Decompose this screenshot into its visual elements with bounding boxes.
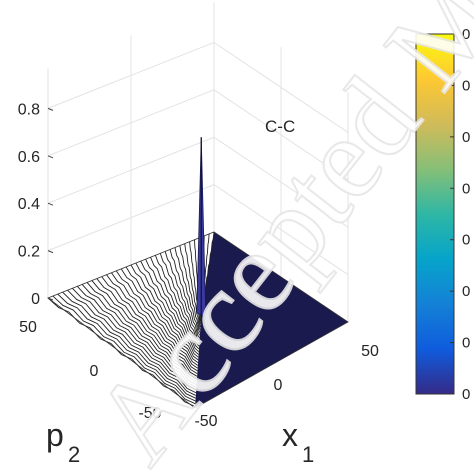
- floor-mesh-line: [72, 287, 197, 394]
- p2-tick-label: 0: [90, 363, 99, 380]
- surface-floor: [47, 231, 349, 409]
- floor-mesh-line: [62, 291, 196, 399]
- y-axis-label-sub: 1: [302, 442, 314, 467]
- floor-mesh-line: [47, 297, 196, 407]
- watermark: Accepted Manuscript: [66, 0, 474, 474]
- colorbar: 0 0 0 0 0 0 0 0: [415, 26, 470, 403]
- floor-mesh-line: [106, 274, 198, 374]
- annotation-label: C-C: [265, 117, 295, 136]
- y-axis-label-main: x: [282, 417, 298, 453]
- floor-mesh-line: [159, 253, 200, 344]
- floor-mesh-line: [184, 243, 201, 330]
- z-tick-mark: [47, 297, 54, 301]
- floor-mesh-line: [125, 266, 199, 363]
- grid-z-level-1: [47, 184, 349, 276]
- grid-z-level-3: [47, 89, 349, 181]
- floor-mesh-line: [67, 289, 196, 396]
- floor-mesh-line: [81, 284, 197, 388]
- x1-tick-label: 50: [361, 343, 379, 360]
- floor-mesh-line: [169, 249, 200, 339]
- grid-z-level-2: [47, 136, 349, 228]
- floor-mesh-line: [101, 276, 198, 377]
- z-tick-label: 0.2: [18, 244, 40, 261]
- x-axis-label-sub: 2: [68, 442, 80, 467]
- colorbar-tick-label: 0: [462, 77, 470, 94]
- colorbar-gradient: [415, 33, 455, 395]
- x1-tick-label: 0: [274, 377, 283, 394]
- colorbar-tick-label: 0: [462, 283, 470, 300]
- x1-tick-label: -50: [194, 413, 217, 430]
- floor-mesh-line: [120, 268, 199, 366]
- colorbar-tick-label: 0: [462, 180, 470, 197]
- z-tick-mark: [47, 107, 54, 111]
- floor-mesh-line: [91, 280, 197, 383]
- colorbar-tick-label: 0: [462, 386, 470, 403]
- floor-mesh-line: [86, 282, 197, 385]
- colorbar-tick-label: 0: [462, 129, 470, 146]
- floor-mesh-line: [135, 262, 199, 358]
- floor-mesh-line: [111, 272, 198, 372]
- z-tick-label: 0: [31, 291, 40, 308]
- floor-outline: [47, 231, 349, 409]
- z-tick-label: 0.4: [18, 196, 40, 213]
- floor-mesh-line: [130, 264, 199, 361]
- colorbar-tick-label: 0: [462, 335, 470, 352]
- floor-mesh-line: [179, 245, 201, 333]
- peak-spike: [196, 137, 207, 318]
- floor-mesh-line: [57, 293, 196, 402]
- floor-mesh-line: [145, 258, 199, 353]
- x-axis-label: p 2: [46, 417, 80, 467]
- p2-tick-label: -50: [138, 405, 161, 422]
- floor-mesh-line: [140, 260, 199, 355]
- y-axis-label: x 1: [282, 417, 314, 467]
- floor-mesh-line: [76, 286, 197, 391]
- floor-mesh-line: [96, 278, 198, 380]
- z-tick-mark: [47, 202, 54, 206]
- axes-labels: C-C p 2 x 1: [46, 117, 314, 467]
- colorbar-tick-label: 0: [462, 26, 470, 43]
- x1-axis-ticks: 50 0 -50: [194, 343, 379, 430]
- colorbar-ticks: 0 0 0 0 0 0 0 0: [450, 26, 470, 403]
- z-tick-label: 0.8: [18, 101, 40, 118]
- p2-tick-label: 50: [19, 319, 37, 336]
- floor-mesh-line: [174, 247, 201, 336]
- x-axis-label-main: p: [46, 417, 64, 453]
- z-tick-label: 0.6: [18, 149, 40, 166]
- floor-dark-region: [195, 232, 348, 408]
- floor-mesh-line: [150, 257, 200, 350]
- floor-mesh-line: [154, 255, 200, 347]
- p2-axis-ticks: 50 0 -50: [19, 319, 162, 422]
- colorbar-tick-label: 0: [462, 232, 470, 249]
- grid-z-level-4: [47, 41, 349, 133]
- floor-mesh-line: [52, 295, 196, 405]
- z-tick-mark: [47, 250, 54, 254]
- z-axis-ticks: 0 0.2 0.4 0.6 0.8: [18, 101, 54, 308]
- z-tick-mark: [47, 155, 54, 159]
- watermark-text: Accepted Manuscript: [67, 0, 474, 474]
- floor-mesh-line: [164, 251, 200, 342]
- floor-mesh-line: [115, 270, 198, 369]
